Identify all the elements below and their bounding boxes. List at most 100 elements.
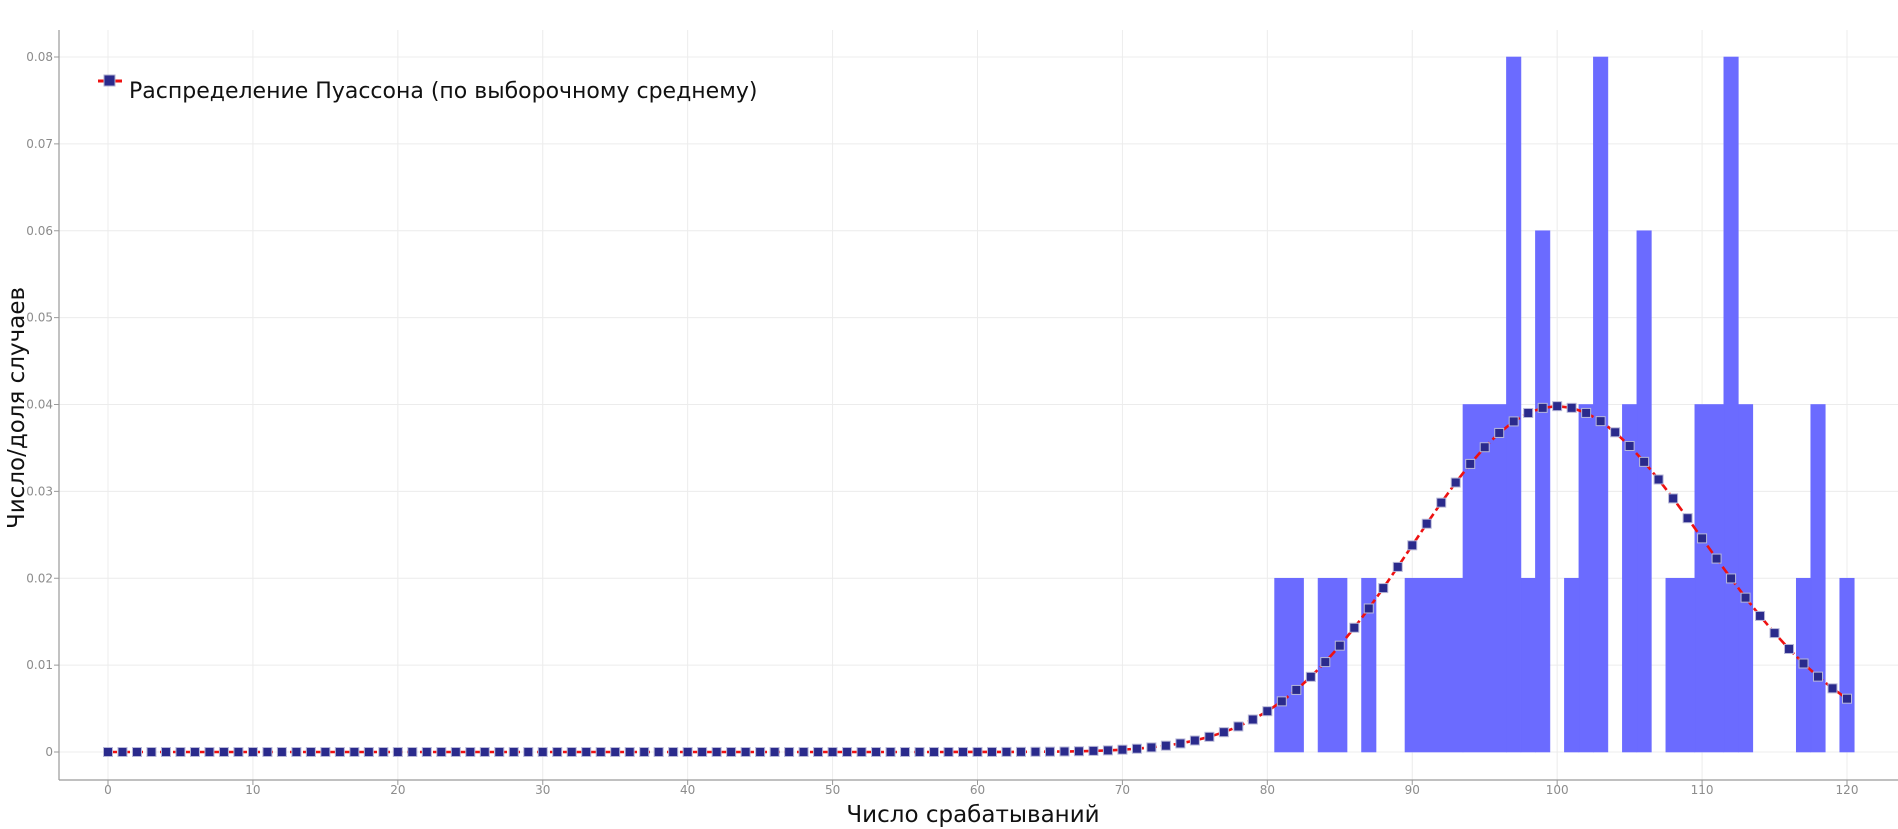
poisson-point — [537, 747, 548, 757]
poisson-point — [1465, 458, 1476, 469]
poisson-point — [1566, 402, 1577, 413]
poisson-point — [1088, 745, 1099, 756]
poisson-point — [189, 747, 200, 757]
poisson-point — [1378, 583, 1389, 594]
histogram-bar — [1810, 404, 1826, 753]
poisson-point — [697, 747, 708, 757]
poisson-point — [1610, 427, 1621, 438]
legend-marker-swatch — [103, 74, 116, 87]
poisson-point — [552, 747, 563, 757]
poisson-point — [175, 747, 186, 757]
poisson-point — [1726, 573, 1737, 584]
poisson-point — [103, 747, 113, 757]
poisson-point — [262, 747, 273, 757]
y-tick-label: 0.08 — [26, 50, 53, 64]
poisson-point — [1479, 442, 1490, 453]
poisson-point — [1784, 643, 1795, 654]
poisson-point — [972, 746, 983, 757]
poisson-point — [1682, 513, 1693, 524]
histogram-bar — [1506, 56, 1522, 753]
y-tick-label: 0.02 — [26, 571, 53, 585]
poisson-point — [334, 747, 345, 757]
poisson-point — [1595, 416, 1606, 427]
poisson-point — [1218, 727, 1229, 738]
poisson-point — [1421, 518, 1432, 529]
y-tick-label: 0.07 — [26, 137, 53, 151]
poisson-point — [204, 747, 215, 757]
poisson-point — [581, 747, 592, 757]
poisson-point — [1494, 427, 1505, 438]
poisson-point — [1407, 540, 1418, 551]
histogram-bar — [1578, 404, 1594, 753]
poisson-point — [1624, 440, 1635, 451]
poisson-point — [1581, 407, 1592, 418]
poisson-point — [711, 747, 722, 757]
y-tick-labels: 0 0.01 0.02 0.03 0.04 0.05 0.06 0.07 0.08 — [26, 50, 59, 759]
x-tick-label: 80 — [1260, 783, 1275, 797]
histogram-bar — [1665, 577, 1696, 753]
poisson-point — [755, 747, 766, 757]
poisson-point — [1755, 610, 1766, 621]
poisson-point — [349, 747, 360, 757]
poisson-point — [1653, 474, 1664, 485]
poisson-point — [523, 747, 534, 757]
poisson-point — [1030, 746, 1041, 757]
poisson-point — [958, 746, 969, 757]
poisson-point — [1349, 622, 1360, 633]
poisson-point — [726, 747, 737, 757]
poisson-point — [639, 747, 650, 757]
poisson-point — [494, 747, 505, 757]
y-tick-label: 0.01 — [26, 658, 53, 672]
poisson-point — [305, 747, 316, 757]
poisson-point — [131, 747, 142, 757]
legend: Распределение Пуассона (по выборочному с… — [98, 74, 757, 104]
poisson-point — [856, 746, 867, 757]
poisson-point — [784, 747, 795, 757]
poisson-point — [1450, 477, 1461, 488]
x-tick-label: 30 — [535, 783, 550, 797]
poisson-point — [1813, 671, 1824, 682]
poisson-point — [421, 747, 432, 757]
y-tick-label: 0.04 — [26, 398, 53, 412]
poisson-point — [900, 746, 911, 757]
histogram-bar — [1622, 404, 1638, 753]
x-tick-label: 20 — [390, 783, 405, 797]
poisson-point — [465, 747, 476, 757]
histogram-bar — [1723, 56, 1739, 753]
histogram-bar — [1636, 230, 1652, 753]
poisson-point — [1276, 696, 1287, 707]
poisson-point — [1291, 684, 1302, 695]
poisson-point — [1204, 731, 1215, 742]
poisson-point — [769, 747, 780, 757]
poisson-point — [1189, 735, 1200, 746]
poisson-point — [986, 746, 997, 757]
x-tick-label: 10 — [245, 783, 260, 797]
poisson-point — [276, 747, 287, 757]
x-tick-label: 40 — [680, 783, 695, 797]
poisson-point — [1827, 683, 1838, 694]
poisson-point — [1363, 603, 1374, 614]
x-tick-labels: 0 10 20 30 40 50 60 70 80 90 100 110 120 — [104, 780, 1858, 797]
poisson-point — [595, 747, 606, 757]
poisson-point — [682, 747, 693, 757]
poisson-point — [566, 747, 577, 757]
poisson-point — [1059, 746, 1070, 757]
poisson-point — [1160, 740, 1171, 751]
poisson-series — [103, 401, 1852, 757]
poisson-point — [146, 747, 157, 757]
histogram-bar — [1564, 577, 1580, 753]
histogram-bar — [1361, 577, 1377, 753]
poisson-point — [436, 747, 447, 757]
histogram-bar — [1593, 56, 1609, 753]
x-axis-title: Число срабатываний — [846, 802, 1099, 828]
poisson-point — [291, 747, 302, 757]
x-tick-label: 110 — [1691, 783, 1714, 797]
poisson-point — [1334, 640, 1345, 651]
poisson-point — [1233, 721, 1244, 732]
poisson-point — [1320, 657, 1331, 668]
poisson-point — [1146, 742, 1157, 753]
poisson-point — [117, 747, 128, 757]
poisson-point — [218, 747, 229, 757]
poisson-point — [1552, 401, 1563, 412]
poisson-point — [320, 747, 331, 757]
